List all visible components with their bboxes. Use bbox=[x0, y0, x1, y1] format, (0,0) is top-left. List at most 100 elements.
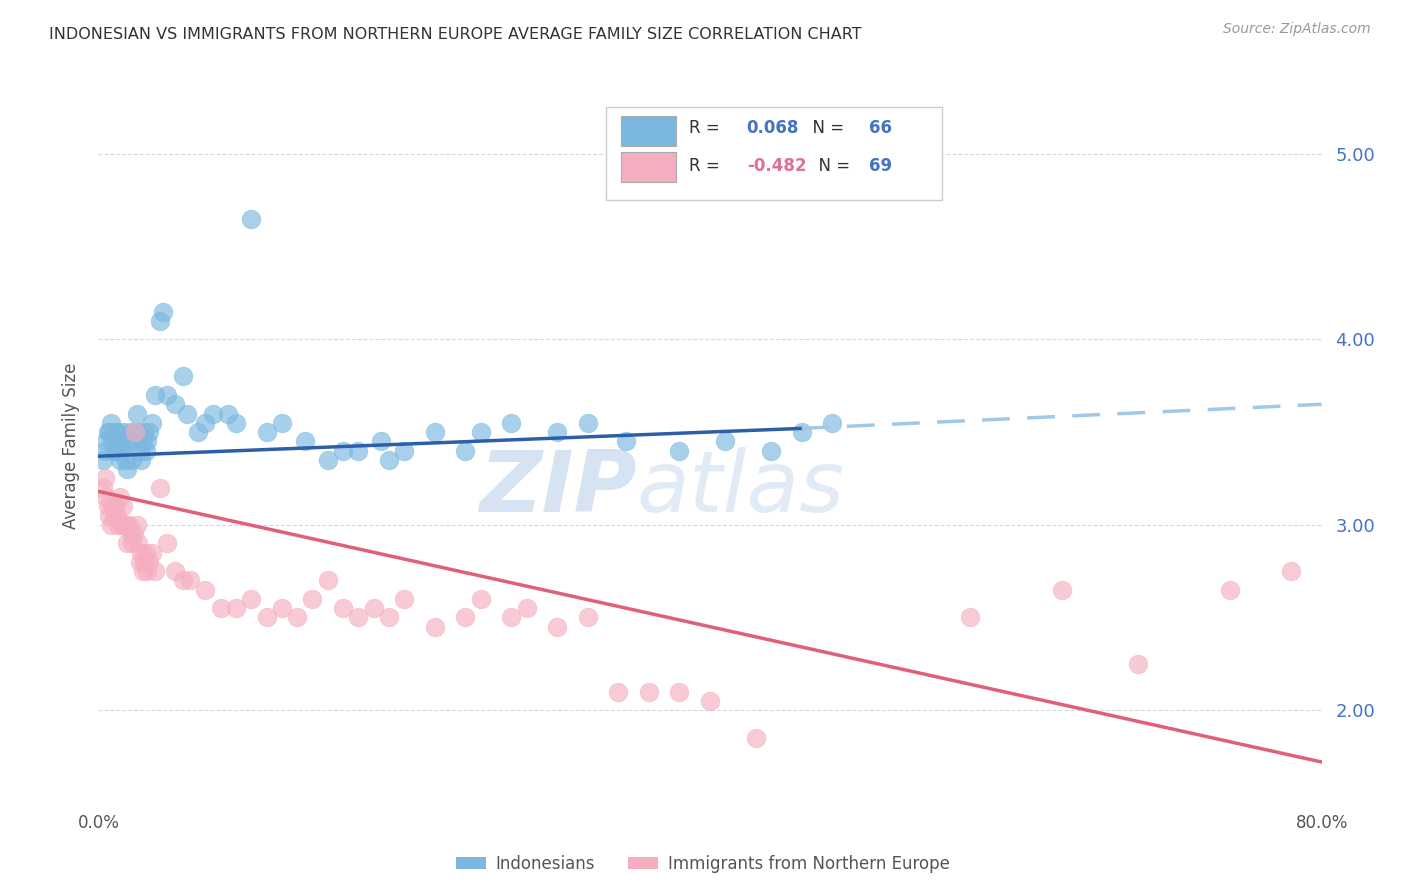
Point bbox=[124, 425, 146, 439]
Point bbox=[959, 610, 981, 624]
Point bbox=[1128, 657, 1150, 671]
Point bbox=[363, 601, 385, 615]
Point bbox=[285, 610, 308, 624]
Point bbox=[423, 620, 446, 634]
Point bbox=[110, 443, 132, 458]
Point bbox=[194, 416, 217, 430]
Point bbox=[121, 453, 143, 467]
Point bbox=[378, 453, 401, 467]
Point bbox=[118, 517, 141, 532]
Point bbox=[141, 416, 163, 430]
Point bbox=[97, 500, 120, 514]
Point bbox=[111, 434, 134, 449]
Point bbox=[516, 601, 538, 615]
Point bbox=[129, 453, 152, 467]
Point bbox=[761, 443, 783, 458]
Point bbox=[202, 407, 225, 421]
Point bbox=[124, 425, 146, 439]
Point bbox=[134, 425, 156, 439]
Point bbox=[501, 416, 523, 430]
Point bbox=[105, 508, 128, 523]
Point bbox=[1219, 582, 1241, 597]
Point bbox=[110, 517, 132, 532]
Point bbox=[576, 416, 599, 430]
Point bbox=[240, 591, 263, 606]
Point bbox=[91, 453, 114, 467]
Text: INDONESIAN VS IMMIGRANTS FROM NORTHERN EUROPE AVERAGE FAMILY SIZE CORRELATION CH: INDONESIAN VS IMMIGRANTS FROM NORTHERN E… bbox=[49, 27, 862, 42]
Point bbox=[209, 601, 232, 615]
Point bbox=[668, 684, 690, 698]
Point bbox=[699, 694, 721, 708]
Point bbox=[392, 591, 416, 606]
Point bbox=[714, 434, 737, 449]
Point bbox=[93, 443, 115, 458]
Point bbox=[135, 545, 157, 559]
Point bbox=[301, 591, 323, 606]
Point bbox=[93, 471, 115, 485]
Point bbox=[120, 425, 142, 439]
Point bbox=[122, 434, 145, 449]
Point bbox=[668, 443, 690, 458]
Legend: Indonesians, Immigrants from Northern Europe: Indonesians, Immigrants from Northern Eu… bbox=[449, 848, 957, 880]
Point bbox=[136, 434, 159, 449]
Point bbox=[91, 481, 114, 495]
Point bbox=[128, 443, 150, 458]
Point bbox=[108, 453, 131, 467]
Point bbox=[98, 425, 121, 439]
Text: Source: ZipAtlas.com: Source: ZipAtlas.com bbox=[1223, 22, 1371, 37]
Point bbox=[392, 443, 416, 458]
Point bbox=[332, 601, 354, 615]
Point bbox=[454, 610, 477, 624]
Point bbox=[638, 684, 661, 698]
Point bbox=[94, 490, 117, 504]
Point bbox=[163, 564, 186, 578]
Point bbox=[112, 517, 135, 532]
Point bbox=[121, 536, 143, 550]
Text: R =: R = bbox=[689, 120, 725, 137]
Point bbox=[149, 481, 172, 495]
Point bbox=[501, 610, 523, 624]
Point bbox=[156, 536, 179, 550]
Point bbox=[103, 508, 125, 523]
Point bbox=[127, 425, 149, 439]
Point bbox=[103, 443, 125, 458]
Point bbox=[194, 582, 217, 597]
Point bbox=[316, 453, 339, 467]
Point bbox=[141, 545, 163, 559]
Point bbox=[240, 211, 263, 226]
Point bbox=[134, 555, 156, 569]
Point bbox=[138, 425, 160, 439]
Point bbox=[217, 407, 239, 421]
Point bbox=[179, 574, 201, 588]
Point bbox=[132, 564, 155, 578]
Point bbox=[607, 684, 630, 698]
Text: 0.068: 0.068 bbox=[747, 120, 799, 137]
Text: 66: 66 bbox=[869, 120, 891, 137]
Point bbox=[129, 545, 152, 559]
Point bbox=[1279, 564, 1302, 578]
Point bbox=[122, 527, 145, 541]
Point bbox=[98, 508, 121, 523]
Point bbox=[576, 610, 599, 624]
Text: N =: N = bbox=[801, 120, 849, 137]
Point bbox=[790, 425, 813, 439]
Point bbox=[745, 731, 768, 745]
Point bbox=[107, 517, 129, 532]
Point bbox=[225, 601, 247, 615]
Text: R =: R = bbox=[689, 157, 725, 175]
Point bbox=[172, 369, 194, 384]
Point bbox=[256, 610, 278, 624]
Point bbox=[546, 620, 568, 634]
Point bbox=[105, 443, 128, 458]
Point bbox=[112, 425, 135, 439]
Point bbox=[225, 416, 247, 430]
FancyBboxPatch shape bbox=[606, 107, 942, 200]
Point bbox=[138, 555, 160, 569]
Point bbox=[370, 434, 392, 449]
Point bbox=[132, 434, 155, 449]
Point bbox=[128, 555, 150, 569]
Point bbox=[347, 443, 370, 458]
Point bbox=[100, 416, 122, 430]
Point bbox=[270, 416, 294, 430]
Point bbox=[101, 500, 124, 514]
